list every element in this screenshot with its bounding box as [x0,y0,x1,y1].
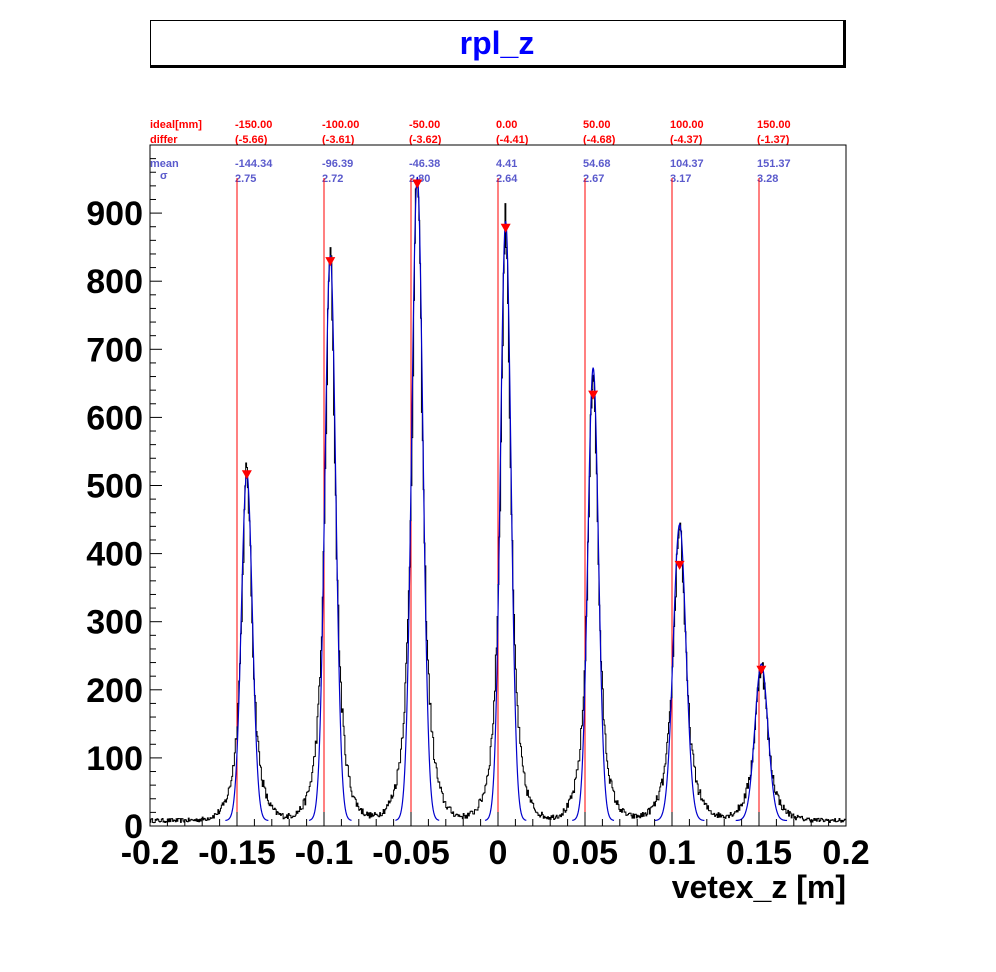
annotation-ideal-0: -150.00 [235,119,272,131]
x-tick-label-2: -0.1 [295,834,354,872]
annotation-ideal-3: 0.00 [496,119,517,131]
fit-curve-2 [395,176,440,821]
y-tick-label-8: 800 [86,263,143,301]
fit-series [225,176,788,822]
fit-curve-1 [308,255,352,821]
y-tick-label-6: 600 [86,399,143,437]
y-tick-label-9: 900 [86,195,143,233]
annotation-ideal-4: 50.00 [583,119,611,131]
annotation-sigma-0: 2.75 [235,173,256,185]
x-tick-label-8: 0.2 [822,834,869,872]
x-tick-label-0: -0.2 [121,834,180,872]
differ-row-label: differ [150,134,178,146]
x-tick-label-6: 0.1 [648,834,695,872]
sigma-row-label: σ [160,170,168,182]
peak-annotations: ideal[mm] differ mean σ -150.00 (-5.66) -1… [150,119,791,185]
annotation-ideal-2: -50.00 [409,119,440,131]
annotation-differ-1: (-3.61) [322,134,355,146]
annotation-differ-3: (-4.41) [496,134,529,146]
axes: 0 100 200 300 400 500 600 700 800 900 -0.2 -0.15 -0.… [86,158,870,872]
annotation-sigma-5: 3.17 [670,173,691,185]
annotation-differ-0: (-5.66) [235,134,268,146]
x-tick-label-5: 0.05 [552,834,618,872]
title-box: rpl_z [150,20,846,68]
annotation-differ-2: (-3.62) [409,134,442,146]
y-tick-label-5: 500 [86,468,143,506]
annotation-mean-2: -46.38 [409,158,440,170]
peak-marker-4 [588,390,599,400]
annotation-sigma-6: 3.28 [757,173,778,185]
annotation-differ-6: (-1.37) [757,134,790,146]
peak-marker-3 [500,223,511,233]
fit-curve-4 [572,367,615,821]
peak-marker-1 [325,257,336,267]
x-tick-label-7: 0.15 [726,834,792,872]
annotation-sigma-3: 2.64 [496,173,518,185]
ideal-lines [236,178,760,826]
fit-curve-0 [225,471,269,822]
annotation-mean-1: -96.39 [322,158,353,170]
y-tick-label-0: 0 [124,808,143,846]
annotation-ideal-5: 100.00 [670,119,704,131]
fit-curve-3 [484,221,527,821]
annotation-sigma-1: 2.72 [322,173,343,185]
annotation-ideal-6: 150.00 [757,119,791,131]
peak-markers [241,179,767,675]
x-axis-title: vetex_z [m] [672,869,846,905]
y-tick-label-2: 200 [86,672,143,710]
annotation-differ-5: (-4.37) [670,134,703,146]
fit-curve-6 [735,662,788,822]
annotation-ideal-1: -100.00 [322,119,359,131]
annotation-mean-0: -144.34 [235,158,273,170]
annotation-mean-3: 4.41 [496,158,517,170]
peak-marker-6 [756,665,767,675]
y-tick-label-1: 100 [86,740,143,778]
chart-title: rpl_z [459,24,535,61]
y-tick-label-3: 300 [86,604,143,642]
y-tick-label-7: 700 [86,331,143,369]
fit-curve-5 [654,522,705,822]
annotation-mean-5: 104.37 [670,158,704,170]
y-tick-label-4: 400 [86,536,143,574]
peak-marker-5 [674,560,685,570]
x-tick-label-3: -0.05 [372,834,450,872]
annotation-mean-6: 151.37 [757,158,791,170]
x-tick-label-1: -0.15 [198,834,276,872]
annotation-mean-4: 54.68 [583,158,611,170]
peak-marker-2 [412,179,423,189]
ideal-row-label: ideal[mm] [150,119,202,131]
annotation-sigma-4: 2.67 [583,173,604,185]
mean-row-label: mean [150,158,179,170]
peak-marker-0 [241,470,252,480]
annotation-differ-4: (-4.68) [583,134,616,146]
x-tick-label-4: 0 [489,834,508,872]
